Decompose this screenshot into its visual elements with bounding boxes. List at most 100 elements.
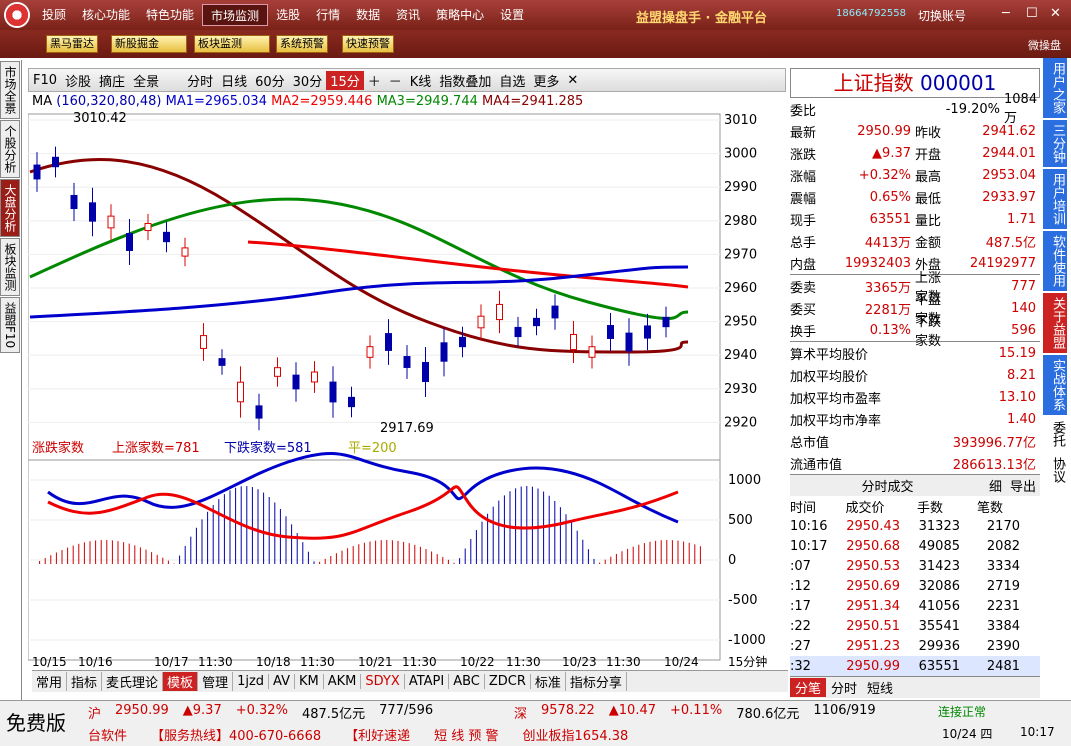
- menu-item[interactable]: 策略中心: [436, 8, 485, 22]
- indicator-tab[interactable]: 标准: [531, 672, 566, 691]
- price-tick: 3010: [724, 113, 757, 128]
- chart-tb-item[interactable]: 日线: [221, 74, 248, 90]
- micro-trade-link[interactable]: 微操盘: [1028, 39, 1061, 52]
- sub-legend-down: 下跌家数=581: [224, 440, 312, 456]
- chart-tb-item[interactable]: 30分: [292, 74, 323, 90]
- far-right-tab[interactable]: 三分钟: [1043, 120, 1067, 167]
- chart-tb-item[interactable]: F10: [33, 72, 58, 88]
- far-right-tab[interactable]: 用户培训: [1043, 169, 1067, 229]
- far-right-tab[interactable]: 软件使用: [1043, 231, 1067, 291]
- candle: [588, 346, 596, 358]
- menu-item[interactable]: 特色功能: [146, 8, 195, 22]
- sub-tick: -1000: [728, 633, 766, 648]
- chart-tb-item[interactable]: 诊股: [65, 74, 92, 90]
- menu-item-active[interactable]: 市场监测: [202, 4, 269, 26]
- indicator-tab[interactable]: ABC: [449, 674, 485, 689]
- toolbar-button[interactable]: 黑马雷达: [46, 35, 98, 53]
- chart-tb-item[interactable]: 全景: [133, 74, 160, 90]
- ticks-tab[interactable]: 短线: [867, 682, 894, 697]
- indicator-tab[interactable]: SDYX: [361, 674, 405, 689]
- maximize-icon[interactable]: ☐: [1026, 6, 1038, 21]
- ticks-tab[interactable]: 分笔: [790, 678, 827, 697]
- toolbar-button[interactable]: 板块监测: [194, 35, 270, 53]
- chart-tb-item[interactable]: 60分: [255, 74, 285, 90]
- switch-account[interactable]: 切换账号: [918, 9, 967, 23]
- phone-number: 18664792558: [836, 8, 906, 19]
- stat-row: 总市值 393996.77亿: [790, 435, 1036, 451]
- ma-label[interactable]: MA: [32, 94, 53, 109]
- tick-row: :32 2950.99 63551 2481: [790, 656, 1040, 676]
- far-right-tab[interactable]: 用户之家: [1043, 58, 1067, 118]
- indicator-tab[interactable]: 指标分享: [566, 672, 627, 691]
- indicator-tab[interactable]: 管理: [198, 672, 234, 691]
- candle: [422, 362, 429, 382]
- indicator-tab[interactable]: 模板: [163, 672, 199, 691]
- indicator-tab[interactable]: ATAPI: [405, 674, 450, 689]
- menu-item[interactable]: 数据: [356, 8, 381, 22]
- chart-tb-item[interactable]: K线: [409, 74, 432, 90]
- indicator-tab[interactable]: AKM: [324, 674, 362, 689]
- left-tab-active[interactable]: 大盘分析: [0, 179, 20, 237]
- toolbar-button[interactable]: 快速预警: [342, 35, 394, 53]
- menu-item[interactable]: 核心功能: [82, 8, 131, 22]
- chart-tb-item[interactable]: 摘庄: [99, 74, 126, 90]
- candle: [181, 247, 189, 257]
- news-ticker[interactable]: 台软件 【服务热线】400-670-6668 【利好速递短 线 预 警创业板指165…: [88, 729, 629, 744]
- quote-row: 涨跌 ▲9.37 开盘 2944.01: [790, 145, 1036, 163]
- indicator-tab[interactable]: AV: [269, 674, 296, 689]
- plus-icon[interactable]: ＋: [367, 74, 381, 90]
- far-right-tab[interactable]: 关于益盟: [1043, 293, 1067, 353]
- sub-legend-name: 涨跌家数: [32, 440, 84, 456]
- left-tab[interactable]: 市场全景: [0, 61, 20, 119]
- chart-tb-item[interactable]: 指数叠加: [439, 74, 492, 90]
- date-tick: 10/16: [78, 655, 113, 669]
- indicator-tab[interactable]: 1jzd: [233, 674, 270, 689]
- left-tab[interactable]: 板块监测: [0, 238, 20, 296]
- price-tick: 3000: [724, 147, 757, 162]
- ticks-tab[interactable]: 分时: [831, 682, 858, 697]
- candle: [625, 332, 633, 352]
- toolbar-button[interactable]: 新股掘金: [111, 35, 187, 53]
- indicator-tab[interactable]: ZDCR: [485, 674, 531, 689]
- ma-legend: MA (160,320,80,48) MA1=2965.034 MA2=2959…: [32, 94, 583, 109]
- menu-item[interactable]: 行情: [316, 8, 341, 22]
- price-tick: 2940: [724, 348, 757, 363]
- chart-tb-item[interactable]: 更多: [533, 74, 560, 90]
- candle: [403, 356, 411, 368]
- left-tab[interactable]: 个股分析: [0, 120, 20, 178]
- indicator-tab[interactable]: 麦氏理论: [102, 672, 164, 691]
- chart-tb-item[interactable]: 分时: [187, 74, 214, 90]
- menu-item[interactable]: 设置: [500, 8, 525, 22]
- candle: [570, 333, 577, 351]
- far-right-tab[interactable]: 协议: [1043, 453, 1067, 487]
- minimize-icon[interactable]: ─: [1002, 6, 1010, 21]
- candle: [551, 305, 559, 319]
- quote-row: 震幅 0.65% 最低 2933.97: [790, 189, 1036, 207]
- kline-chart[interactable]: 3010.42 2917.69 涨跌家数 上涨家数=781 下跌家数=581 平…: [28, 92, 786, 670]
- close-icon[interactable]: ✕: [1050, 6, 1061, 21]
- candle: [33, 164, 41, 180]
- menu-item[interactable]: 选股: [276, 8, 301, 22]
- close-icon[interactable]: ✕: [567, 72, 579, 88]
- far-right-tab[interactable]: 委托: [1043, 417, 1067, 451]
- quote-row: 换手 0.13% 下跌家数 596: [790, 315, 1036, 349]
- chart-tb-item[interactable]: 自选: [499, 74, 526, 90]
- left-tab[interactable]: 益盟F10: [0, 297, 20, 354]
- toolbar-button[interactable]: 系统预警: [276, 35, 328, 53]
- tick-row: :12 2950.69 32086 2719: [790, 578, 1020, 594]
- ticks-export-button[interactable]: 导出: [1009, 480, 1036, 495]
- ma4-value: MA4=2941.285: [482, 94, 584, 109]
- minus-icon[interactable]: －: [388, 74, 402, 90]
- tick-row: :27 2951.23 29936 2390: [790, 638, 1020, 654]
- menu-item[interactable]: 资讯: [396, 8, 421, 22]
- menu-item[interactable]: 投顾: [42, 8, 67, 22]
- title-bar: 投顾 核心功能 特色功能 市场监测 选股 行情 数据 资讯 策略中心 设置 益盟…: [0, 0, 1071, 30]
- chart-tb-item-selected[interactable]: 15分: [326, 70, 364, 90]
- indicator-tab[interactable]: KM: [295, 674, 324, 689]
- indicator-tab[interactable]: 指标: [67, 672, 103, 691]
- candle: [607, 325, 614, 339]
- price-tick: 2950: [724, 315, 757, 330]
- ticks-detail-button[interactable]: 细: [988, 480, 1002, 495]
- far-right-tab[interactable]: 实战体系: [1043, 355, 1067, 415]
- indicator-tab[interactable]: 常用: [32, 672, 68, 691]
